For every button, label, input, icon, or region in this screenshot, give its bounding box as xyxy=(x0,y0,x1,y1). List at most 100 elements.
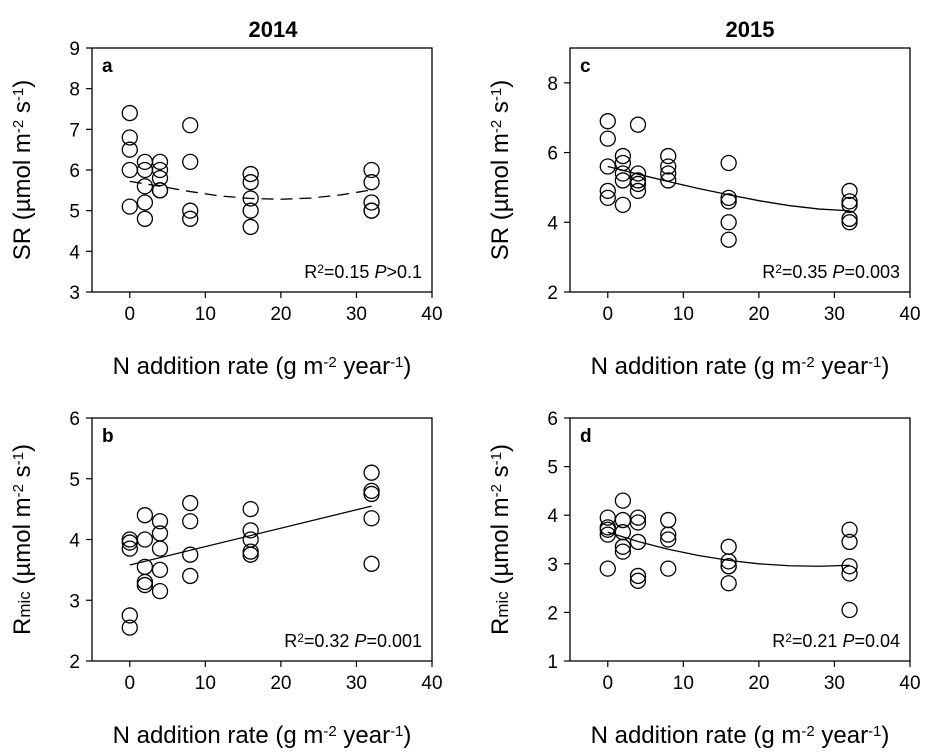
panel-letter: a xyxy=(102,56,113,77)
data-point xyxy=(182,202,199,219)
data-point xyxy=(629,175,647,193)
data-point xyxy=(660,172,677,189)
data-point xyxy=(660,147,677,165)
stats-annotation: R2=0.15 P>0.1 xyxy=(304,262,422,282)
stats-annotation: R2=0.32 P=0.001 xyxy=(284,631,422,651)
data-point xyxy=(629,514,647,531)
x-tick-label: 30 xyxy=(346,304,367,325)
y-tick-label: 7 xyxy=(69,120,80,141)
y-axis-label: Rmic (µmol m-2 s-1) xyxy=(9,444,36,635)
data-point xyxy=(629,172,647,189)
x-tick-label: 40 xyxy=(421,673,442,694)
data-point xyxy=(121,619,138,636)
x-tick-label: 40 xyxy=(899,304,920,325)
year-title-2015: 2015 xyxy=(726,17,775,42)
data-point xyxy=(242,546,259,563)
data-point xyxy=(151,561,169,579)
x-axis-label: N addition rate (g m-2 year-1) xyxy=(591,353,890,380)
data-point xyxy=(121,540,138,557)
data-point xyxy=(136,531,154,548)
y-axis-label: SR (µmol m-2 s-1) xyxy=(9,80,36,261)
plot-frame xyxy=(569,417,911,662)
x-tick-label: 0 xyxy=(124,304,135,325)
data-point xyxy=(720,575,737,592)
data-point xyxy=(363,555,380,572)
data-point xyxy=(841,210,858,227)
y-tick-label: 6 xyxy=(69,409,80,430)
data-point xyxy=(242,500,259,518)
data-point xyxy=(182,153,199,171)
y-tick-label: 3 xyxy=(69,283,80,304)
panel-a: 0 10 20 30 40 3 4 5 6 7 8 9 N addition rate (g m-2 y… xyxy=(9,39,443,380)
data-point xyxy=(121,161,138,179)
panel-d: 0 10 20 30 40 1 2 3 4 5 6 N addition rate (g m-2 ye… xyxy=(487,409,921,749)
data-point xyxy=(151,161,169,179)
data-point xyxy=(629,165,647,182)
data-point xyxy=(242,165,259,183)
data-point xyxy=(629,182,647,200)
x-tick-label: 20 xyxy=(748,673,769,694)
y-tick-label: 3 xyxy=(547,555,558,576)
data-point xyxy=(841,601,858,619)
data-point xyxy=(121,104,138,122)
x-tick-label: 10 xyxy=(195,304,216,325)
data-point xyxy=(121,198,138,215)
y-tick-label: 2 xyxy=(547,283,558,304)
x-axis-label: N addition rate (g m-2 year-1) xyxy=(591,722,890,749)
data-point xyxy=(599,189,616,207)
data-point xyxy=(363,202,380,219)
data-point xyxy=(242,522,259,539)
data-point xyxy=(599,130,616,147)
data-point xyxy=(121,129,138,146)
data-point xyxy=(363,510,380,527)
y-tick-label: 4 xyxy=(547,506,558,527)
y-tick-label: 6 xyxy=(69,161,80,182)
data-point xyxy=(151,153,169,171)
plot-frame xyxy=(91,47,433,293)
data-point xyxy=(121,531,138,548)
data-point xyxy=(841,193,858,210)
y-tick-label: 2 xyxy=(69,652,80,673)
data-point xyxy=(242,190,259,207)
y-tick-label: 5 xyxy=(547,458,558,479)
x-tick-label: 30 xyxy=(824,304,845,325)
data-point xyxy=(660,526,677,543)
data-point xyxy=(363,482,380,500)
data-point xyxy=(363,485,380,503)
data-point xyxy=(136,573,154,591)
x-tick-label: 10 xyxy=(195,673,216,694)
data-point xyxy=(599,113,616,130)
data-point xyxy=(242,202,259,219)
data-point xyxy=(614,543,632,560)
y-tick-label: 4 xyxy=(69,242,80,263)
x-tick-label: 40 xyxy=(421,304,442,325)
data-point xyxy=(151,169,169,187)
data-point xyxy=(841,533,858,551)
data-point xyxy=(614,196,632,214)
data-point xyxy=(841,182,858,200)
data-point xyxy=(136,576,154,594)
data-point xyxy=(841,196,858,214)
plot-frame xyxy=(91,417,433,662)
x-tick-label: 0 xyxy=(124,673,135,694)
stats-annotation: R2=0.21 P=0.04 xyxy=(772,631,900,651)
y-axis-label: Rmic (µmol m-2 s-1) xyxy=(487,444,514,635)
fit-line xyxy=(129,505,372,566)
fit-line xyxy=(129,180,372,200)
y-axis-label: SR (µmol m-2 s-1) xyxy=(487,80,514,261)
data-point xyxy=(720,189,737,207)
data-point xyxy=(629,533,647,551)
data-point xyxy=(599,560,616,577)
x-tick-label: 10 xyxy=(673,673,694,694)
y-tick-label: 8 xyxy=(547,74,558,95)
x-tick-label: 30 xyxy=(346,673,367,694)
stats-annotation: R2=0.35 P=0.003 xyxy=(762,262,900,282)
panel-c: 0 10 20 30 40 2 4 6 8 N addition rate (g m-2 year… xyxy=(487,47,921,380)
data-point xyxy=(136,210,154,227)
y-tick-label: 6 xyxy=(547,144,558,165)
data-point xyxy=(841,558,858,575)
data-point xyxy=(363,194,380,211)
data-point xyxy=(599,158,616,175)
data-point xyxy=(182,117,199,134)
